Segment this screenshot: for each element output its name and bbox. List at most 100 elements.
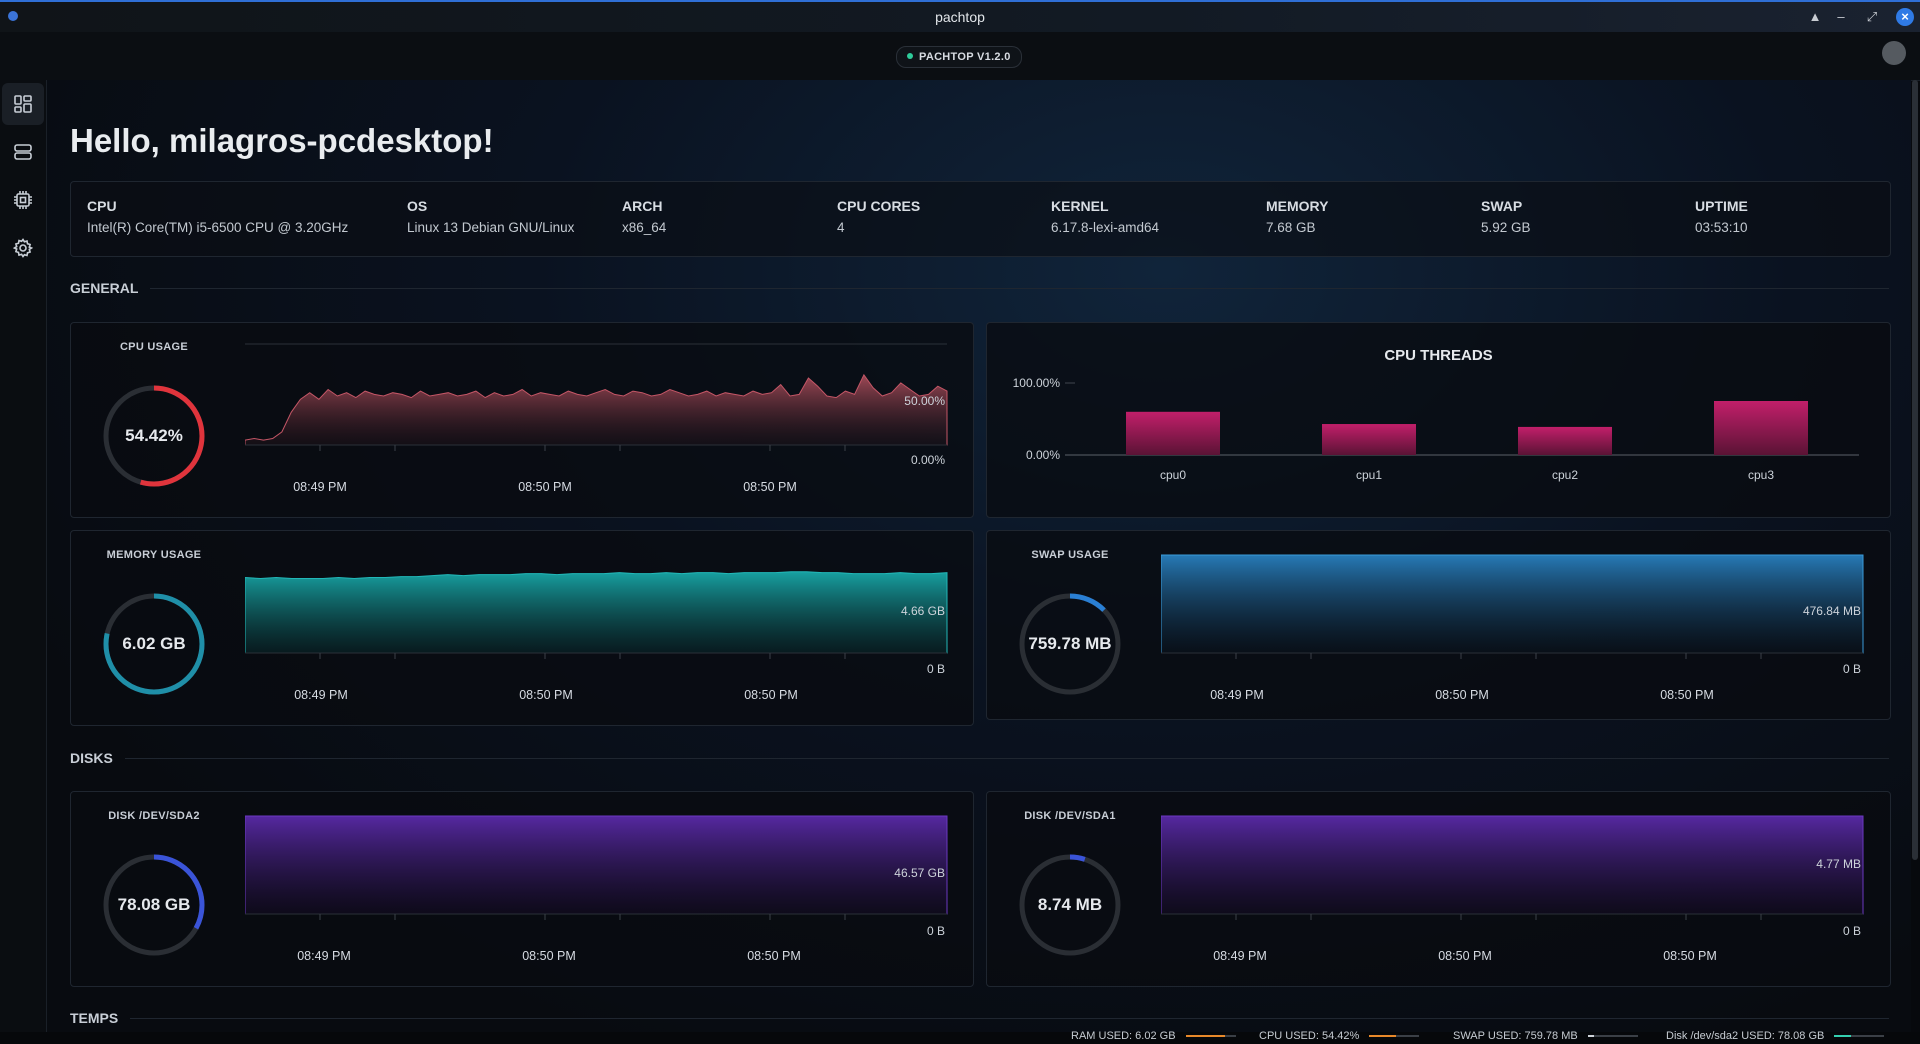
status-label: Disk /dev/sda2 USED: 78.08 GB	[1666, 1030, 1825, 1042]
sysinfo-key: UPTIME	[1695, 198, 1748, 214]
disk-sda1-usage-value: 8.74 MB	[1037, 895, 1103, 914]
gear-icon	[13, 238, 33, 258]
section-title: GENERAL	[70, 280, 139, 296]
sysinfo-arch: ARCH x86_64	[622, 198, 666, 235]
threads-y-max-label: 100.00%	[1013, 376, 1061, 390]
cpu-chip-icon	[14, 191, 32, 209]
thread-bar-cpu2	[1518, 426, 1612, 455]
section-divider	[130, 1017, 1889, 1019]
status-disk: Disk /dev/sda2 USED: 78.08 GB	[1666, 1030, 1885, 1042]
sysinfo-swap: SWAP 5.92 GB	[1481, 198, 1531, 235]
main-content: Hello, milagros-pcdesktop! CPU Intel(R) C…	[47, 80, 1911, 1032]
cpu-usage-chart: 50.00% 0.00% 08:49 PM 08:50 PM 08:50 PM	[245, 343, 948, 494]
disk-sda1-card: DISK /DEV/SDA1 8.74 MB 4.77 MB 0 B 08:49…	[986, 791, 1891, 987]
time-tick-label: 08:49 PM	[297, 949, 351, 963]
sidebar-item-processes[interactable]	[2, 179, 44, 221]
section-title: DISKS	[70, 750, 113, 766]
keep-above-icon[interactable]: ▲	[1808, 9, 1822, 24]
status-ram: RAM USED: 6.02 GB	[1071, 1030, 1236, 1042]
disk-sda1-max-label: 4.77 MB	[1816, 857, 1861, 871]
sysinfo-value: x86_64	[622, 220, 667, 235]
section-divider	[124, 757, 1889, 759]
minimize-button[interactable]: –	[1837, 9, 1845, 24]
avatar[interactable]	[1882, 41, 1906, 65]
status-progress-fill	[1369, 1035, 1397, 1037]
card-title: DISK /DEV/SDA1	[1024, 810, 1116, 822]
thread-label-cpu1: cpu1	[1356, 468, 1382, 482]
memory-max-label: 4.66 GB	[901, 604, 945, 618]
sysinfo-value: Linux 13 Debian GNU/Linux	[407, 220, 575, 235]
threads-y-min-label: 0.00%	[1026, 448, 1060, 462]
sysinfo-key: CPU CORES	[837, 198, 921, 214]
swap-usage-chart: 476.84 MB 0 B 08:49 PM 08:50 PM 08:50 PM	[1161, 554, 1864, 702]
memory-usage-value: 6.02 GB	[122, 634, 186, 653]
card-title: MEMORY USAGE	[106, 549, 202, 561]
sysinfo-cpu: CPU Intel(R) Core(TM) i5-6500 CPU @ 3.20G…	[87, 198, 348, 235]
memory-gauge	[103, 593, 205, 695]
sysinfo-value: 4	[837, 220, 845, 235]
thread-bar-cpu3	[1714, 401, 1808, 455]
disk-sda2-max-label: 46.57 GB	[894, 866, 945, 880]
sidebar-item-dashboard[interactable]	[2, 83, 44, 125]
swap-max-label: 476.84 MB	[1803, 604, 1861, 618]
status-label: SWAP USED: 759.78 MB	[1453, 1030, 1578, 1042]
status-progress	[1369, 1035, 1420, 1037]
memory-usage-chart: 4.66 GB 0 B 08:49 PM 08:50 PM 08:50 PM	[245, 571, 948, 702]
scrollbar[interactable]	[1912, 80, 1918, 860]
disk-sda2-min-label: 0 B	[927, 924, 945, 938]
time-tick-label: 08:49 PM	[294, 688, 348, 702]
status-progress-fill	[1587, 1035, 1595, 1037]
status-progress	[1185, 1035, 1236, 1037]
time-tick-label: 08:50 PM	[744, 688, 798, 702]
sidebar-item-settings[interactable]	[2, 227, 44, 269]
time-tick-label: 08:50 PM	[1435, 688, 1489, 702]
thread-label-cpu2: cpu2	[1552, 468, 1578, 482]
time-tick-label: 08:49 PM	[1213, 949, 1267, 963]
version-badge: PACHTOP V1.2.0	[896, 46, 1022, 68]
thread-bar-cpu0	[1126, 411, 1220, 455]
system-info-panel: CPU Intel(R) Core(TM) i5-6500 CPU @ 3.20G…	[70, 181, 1891, 257]
status-progress	[1587, 1035, 1638, 1037]
card-title: DISK /DEV/SDA2	[108, 810, 200, 822]
cpu-usage-value: 54.42%	[125, 426, 183, 445]
sysinfo-value: Intel(R) Core(TM) i5-6500 CPU @ 3.20GHz	[87, 220, 349, 235]
sysinfo-key: SWAP	[1481, 198, 1523, 214]
section-disks: DISKS	[70, 750, 1889, 766]
section-divider	[150, 287, 1889, 289]
swap-min-label: 0 B	[1843, 662, 1861, 676]
status-progress	[1834, 1035, 1885, 1037]
sysinfo-value: 6.17.8-lexi-amd64	[1051, 220, 1160, 235]
card-title: SWAP USAGE	[1031, 549, 1109, 561]
sysinfo-kernel: KERNEL 6.17.8-lexi-amd64	[1051, 198, 1159, 235]
swap-gauge	[1019, 593, 1121, 695]
status-label: RAM USED: 6.02 GB	[1071, 1030, 1176, 1042]
time-tick-label: 08:50 PM	[519, 688, 573, 702]
time-tick-label: 08:50 PM	[1663, 949, 1717, 963]
cpu-max-label: 50.00%	[904, 394, 945, 408]
sysinfo-key: MEMORY	[1266, 198, 1329, 214]
card-title: CPU USAGE	[119, 341, 189, 353]
card-title: CPU THREADS	[1384, 347, 1493, 364]
sysinfo-value: 5.92 GB	[1481, 220, 1531, 235]
status-swap: SWAP USED: 759.78 MB	[1453, 1030, 1638, 1042]
dashboard-icon	[14, 95, 32, 113]
close-button[interactable]: ×	[1896, 8, 1914, 26]
disk-sda2-chart: 46.57 GB 0 B 08:49 PM 08:50 PM 08:50 PM	[245, 815, 948, 963]
cpu-threads-chart: 100.00% 0.00% cpu0 cpu1 cpu2 cpu3	[1013, 376, 1859, 482]
memory-usage-card: MEMORY USAGE 6.02 GB 4.66 GB 0 B 08:49 P…	[70, 530, 974, 726]
cpu-usage-card: CPU USAGE 54.42% 50.00% 0.00% 08:49 PM 0…	[70, 322, 974, 518]
section-temps: TEMPS	[70, 1010, 1889, 1026]
window-title: pachtop	[935, 9, 985, 25]
maximize-button[interactable]: ⤢	[1866, 9, 1878, 24]
sidebar-item-storage[interactable]	[2, 131, 44, 173]
window-titlebar: pachtop ▲ – ⤢ ×	[0, 0, 1920, 32]
status-cpu: CPU USED: 54.42%	[1259, 1030, 1420, 1042]
version-label: PACHTOP V1.2.0	[919, 51, 1011, 63]
disk-sda1-chart: 4.77 MB 0 B 08:49 PM 08:50 PM 08:50 PM	[1161, 815, 1864, 963]
sysinfo-key: KERNEL	[1051, 198, 1109, 214]
sysinfo-key: OS	[407, 198, 428, 214]
cpu-threads-card: CPU THREADS 100.00% 0.00% cpu0 cpu1 cpu2 cp…	[986, 322, 1891, 518]
app-icon	[8, 11, 18, 21]
swap-usage-value: 759.78 MB	[1028, 634, 1112, 653]
time-tick-label: 08:49 PM	[293, 480, 347, 494]
